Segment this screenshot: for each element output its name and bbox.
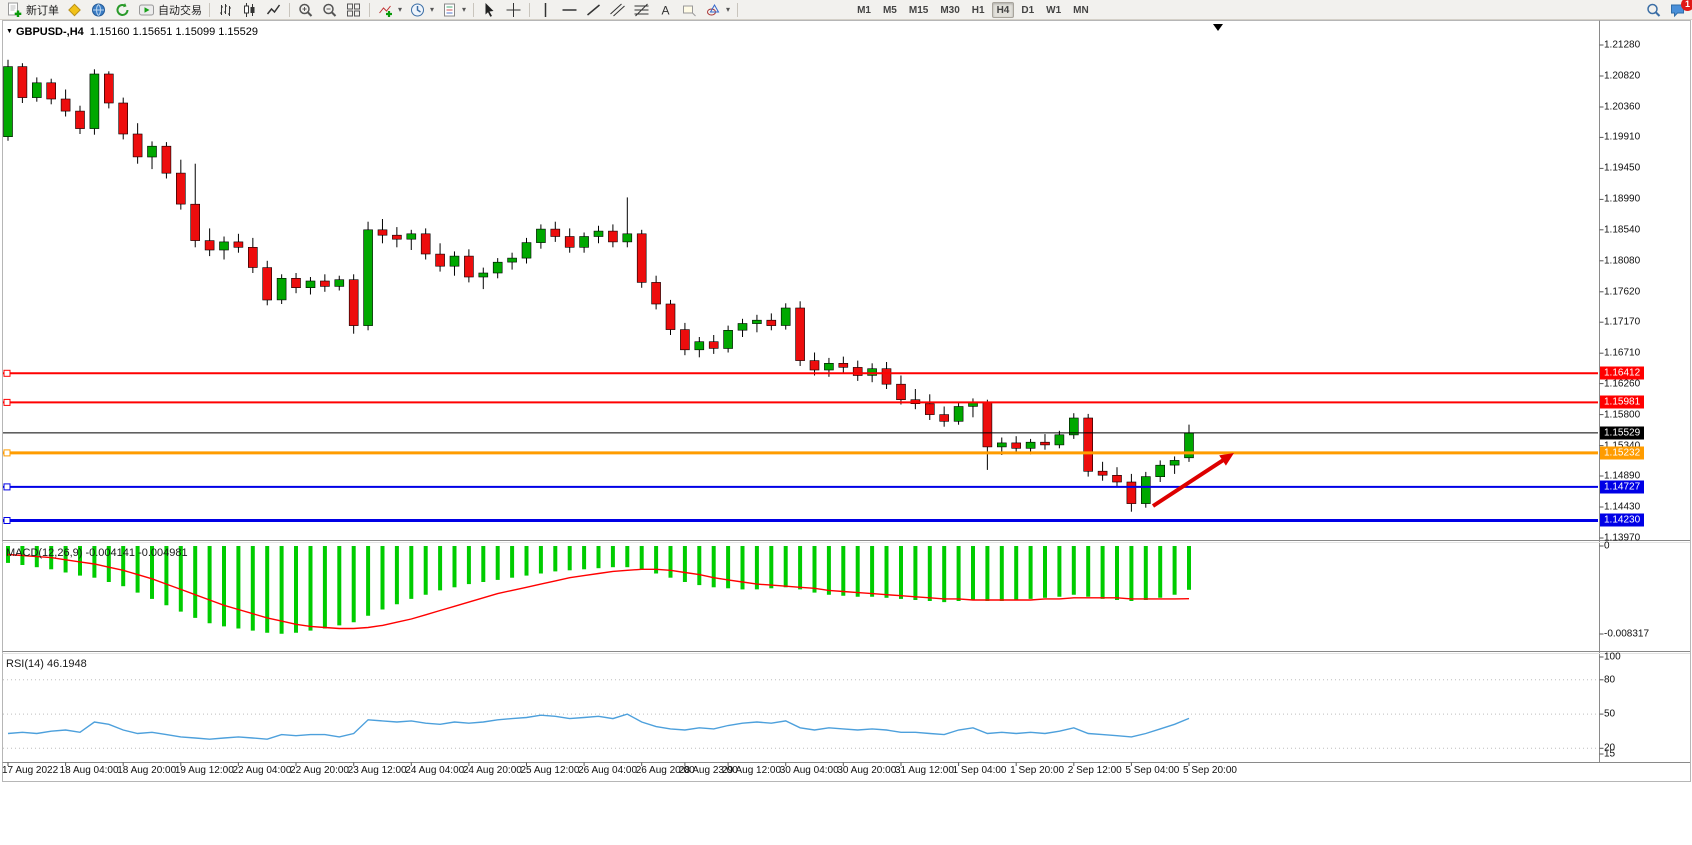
notification-badge: 1	[1681, 0, 1692, 11]
label-button[interactable]	[678, 1, 701, 19]
dropdown-caret-icon: ▾	[726, 5, 731, 14]
text-icon: A	[657, 2, 674, 18]
search-icon	[1645, 2, 1662, 18]
tile-windows-button[interactable]	[342, 1, 365, 19]
fibonacci-icon	[633, 2, 650, 18]
cursor-button[interactable]	[478, 1, 501, 19]
zoom-out-button[interactable]	[318, 1, 341, 19]
channel-icon	[609, 2, 626, 18]
channel-button[interactable]	[606, 1, 629, 19]
toolbar-divider	[369, 2, 370, 17]
new-order-button[interactable]: 新订单	[3, 1, 62, 19]
line-chart-icon	[265, 2, 282, 18]
search-button[interactable]	[1642, 1, 1665, 19]
timeframe-toolbar: M1 M5 M15 M30 H1 H4 D1 W1 MN	[852, 1, 1094, 18]
timeframe-h4-button[interactable]: H4	[991, 1, 1015, 18]
new-order-icon	[6, 2, 23, 18]
dropdown-caret-icon: ▾	[430, 5, 435, 14]
zoom-in-button[interactable]	[294, 1, 317, 19]
tile-windows-icon	[345, 2, 362, 18]
crosshair-button[interactable]	[502, 1, 525, 19]
candlestick-button[interactable]	[238, 1, 261, 19]
horizontal-line-button[interactable]	[558, 1, 581, 19]
line-chart-button[interactable]	[262, 1, 285, 19]
chart-shift-marker	[1213, 24, 1223, 31]
horizontal-line-1.14727[interactable]	[3, 483, 1598, 491]
trendline-icon	[585, 2, 602, 18]
metaeditor-icon	[66, 2, 83, 18]
notifications-button[interactable]: 1	[1666, 0, 1692, 19]
vertical-line-button[interactable]	[534, 1, 557, 19]
indicators-button[interactable]: ▾	[374, 1, 405, 19]
timeframe-m15-button[interactable]: M15	[904, 2, 933, 18]
periods-button[interactable]: ▾	[406, 1, 437, 19]
dropdown-caret-icon: ▾	[398, 5, 403, 14]
zoom-out-icon	[321, 2, 338, 18]
zoom-in-icon	[297, 2, 314, 18]
text-button[interactable]: A	[654, 1, 677, 19]
macd-histogram	[6, 546, 1191, 634]
crosshair-icon	[505, 2, 522, 18]
autotrading-button[interactable]: 自动交易	[135, 1, 205, 19]
horizontal-line-1.14230[interactable]	[3, 517, 1598, 524]
label-icon	[681, 2, 698, 18]
templates-icon	[441, 2, 458, 18]
shapes-icon	[705, 2, 722, 18]
community-icon	[90, 2, 107, 18]
candlestick-icon	[241, 2, 258, 18]
timeframe-m30-button[interactable]: M30	[935, 2, 964, 18]
timeframe-d1-button[interactable]: D1	[1016, 2, 1039, 18]
templates-button[interactable]: ▾	[438, 1, 469, 19]
horizontal-line-1.16412[interactable]	[3, 369, 1598, 377]
timeframe-h1-button[interactable]: H1	[967, 2, 990, 18]
chart-frame	[2, 20, 1691, 782]
trend-arrow-annotation[interactable]	[1151, 453, 1234, 508]
timeframe-mn-button[interactable]: MN	[1068, 2, 1094, 18]
toolbar-divider	[289, 2, 290, 17]
bar-chart-button[interactable]	[214, 1, 237, 19]
bar-chart-icon	[217, 2, 234, 18]
horizontal-line-1.15232[interactable]	[3, 449, 1598, 457]
rsi-line	[7, 713, 1190, 740]
macd-signal-line	[7, 553, 1190, 630]
timeframe-m1-button[interactable]: M1	[852, 2, 876, 18]
periods-icon	[409, 2, 426, 18]
toolbar-divider	[737, 2, 739, 17]
main-toolbar: 新订单 自动交易 ▾ ▾ ▾ A ▾ M1 M5 M15 M30 H1 H4 D1 W1 MN 1	[0, 0, 1692, 20]
horizontal-line-1.15981[interactable]	[3, 398, 1598, 406]
refresh-button[interactable]	[111, 1, 134, 19]
metaeditor-button[interactable]	[63, 1, 86, 19]
candlestick-series	[3, 59, 1194, 512]
fibonacci-button[interactable]	[630, 1, 653, 19]
dropdown-caret-icon: ▾	[462, 5, 467, 14]
toolbar-button-label: 自动交易	[158, 4, 202, 17]
toolbar-button-label: 新订单	[26, 4, 59, 17]
community-button[interactable]	[87, 1, 110, 19]
vertical-line-icon	[537, 2, 554, 18]
horizontal-line-icon	[561, 2, 578, 18]
svg-text:A: A	[662, 3, 670, 17]
shapes-button[interactable]: ▾	[702, 1, 733, 19]
toolbar-divider	[209, 2, 210, 17]
refresh-icon	[114, 2, 131, 18]
timeframe-m5-button[interactable]: M5	[878, 2, 902, 18]
toolbar-divider	[473, 2, 475, 17]
toolbar-divider	[529, 2, 531, 17]
trendline-button[interactable]	[582, 1, 605, 19]
timeframe-w1-button[interactable]: W1	[1041, 2, 1066, 18]
autotrading-icon	[138, 2, 155, 18]
indicators-icon	[377, 2, 394, 18]
cursor-icon	[481, 2, 498, 18]
